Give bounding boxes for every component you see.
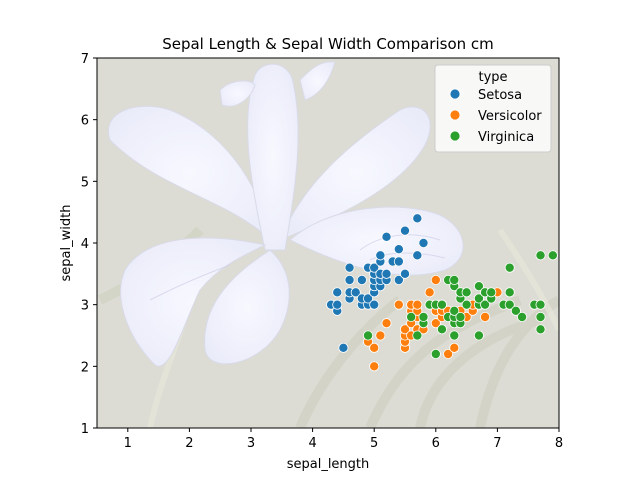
point-versicolor <box>375 330 386 341</box>
point-virginica <box>473 281 484 292</box>
legend-marker-virginica <box>449 130 461 142</box>
y-tick-label: 2 <box>81 360 89 375</box>
point-setosa <box>375 250 386 261</box>
point-virginica <box>436 299 447 310</box>
point-setosa <box>356 274 367 285</box>
point-setosa <box>344 274 355 285</box>
point-setosa <box>332 299 343 310</box>
point-virginica <box>461 299 472 310</box>
point-virginica <box>473 330 484 341</box>
point-versicolor <box>430 274 441 285</box>
point-virginica <box>535 299 546 310</box>
point-versicolor <box>449 342 460 353</box>
x-tick-label: 6 <box>432 436 440 451</box>
point-setosa <box>393 274 404 285</box>
point-setosa <box>412 250 423 261</box>
y-tick-label: 5 <box>81 175 89 190</box>
point-setosa <box>369 262 380 273</box>
point-virginica <box>449 305 460 316</box>
point-versicolor <box>381 318 392 329</box>
point-virginica <box>455 311 466 322</box>
point-setosa <box>399 225 410 236</box>
chart-title: Sepal Length & Sepal Width Comparison cm <box>162 35 494 53</box>
point-virginica <box>547 250 558 261</box>
point-versicolor <box>399 324 410 335</box>
point-virginica <box>449 330 460 341</box>
point-setosa <box>393 256 404 267</box>
point-virginica <box>480 299 491 310</box>
point-versicolor <box>443 348 454 359</box>
point-setosa <box>412 213 423 224</box>
x-axis-label: sepal_length <box>287 457 370 472</box>
point-versicolor <box>480 311 491 322</box>
legend-marker-versicolor <box>449 109 461 121</box>
point-virginica <box>406 311 417 322</box>
legend-label-setosa: Setosa <box>478 88 522 103</box>
y-axis-label: sepal_width <box>59 205 74 282</box>
point-virginica <box>510 305 521 316</box>
y-tick-label: 3 <box>81 299 89 314</box>
point-versicolor <box>369 342 380 353</box>
point-virginica <box>436 324 447 335</box>
point-virginica <box>504 299 515 310</box>
point-virginica <box>504 262 515 273</box>
y-tick-label: 7 <box>81 52 89 67</box>
point-virginica <box>535 324 546 335</box>
point-setosa <box>381 268 392 279</box>
x-tick-label: 3 <box>247 436 255 451</box>
point-setosa <box>332 287 343 298</box>
point-virginica <box>461 287 472 298</box>
legend: type Setosa Versicolor Virginica <box>434 64 552 153</box>
legend-marker-setosa <box>449 88 461 100</box>
point-virginica <box>473 293 484 304</box>
x-tick-label: 8 <box>555 436 563 451</box>
y-tick-label: 1 <box>81 422 89 437</box>
y-tick-label: 6 <box>81 114 89 129</box>
point-virginica <box>535 311 546 322</box>
point-setosa <box>418 237 429 248</box>
point-versicolor <box>393 299 404 310</box>
x-tick-label: 1 <box>124 436 132 451</box>
x-tick-label: 2 <box>185 436 193 451</box>
point-versicolor <box>430 318 441 329</box>
y-axis: 1 2 3 4 5 6 7 <box>81 52 97 437</box>
point-virginica <box>504 287 515 298</box>
point-setosa <box>338 342 349 353</box>
point-virginica <box>517 311 528 322</box>
x-axis: 1 2 3 4 5 6 7 8 <box>124 428 563 451</box>
point-virginica <box>449 274 460 285</box>
point-versicolor <box>424 287 435 298</box>
point-setosa <box>350 287 361 298</box>
legend-title: type <box>478 70 507 85</box>
legend-label-virginica: Virginica <box>478 130 534 145</box>
x-tick-label: 4 <box>308 436 316 451</box>
x-tick-label: 7 <box>493 436 501 451</box>
legend-label-versicolor: Versicolor <box>478 109 542 124</box>
data-points <box>326 213 558 372</box>
point-virginica <box>535 250 546 261</box>
point-setosa <box>369 299 380 310</box>
point-setosa <box>399 268 410 279</box>
point-virginica <box>418 311 429 322</box>
point-virginica <box>430 348 441 359</box>
legend-box <box>434 64 552 153</box>
point-virginica <box>363 330 374 341</box>
point-setosa <box>381 231 392 242</box>
y-tick-label: 4 <box>81 237 89 252</box>
point-setosa <box>344 262 355 273</box>
point-versicolor <box>369 361 380 372</box>
point-virginica <box>486 287 497 298</box>
point-versicolor <box>412 299 423 310</box>
point-virginica <box>412 330 423 341</box>
point-setosa <box>363 293 374 304</box>
x-tick-label: 5 <box>370 436 378 451</box>
point-setosa <box>393 244 404 255</box>
